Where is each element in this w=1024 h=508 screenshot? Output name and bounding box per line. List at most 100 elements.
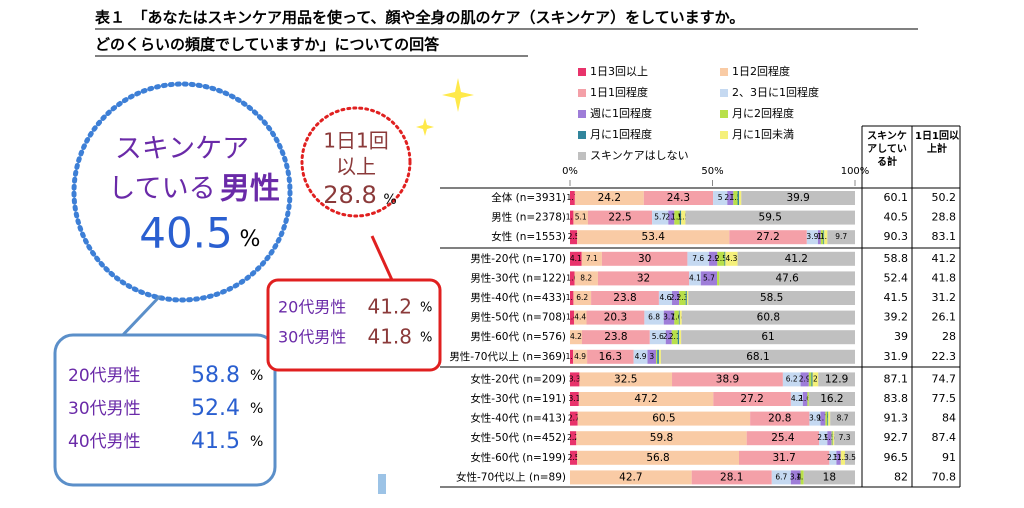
data-label: 3.1 <box>568 394 580 403</box>
data-label: 60.5 <box>652 413 675 425</box>
bar-segment <box>578 392 714 406</box>
bar-segment <box>845 450 855 465</box>
bar-segment <box>679 210 682 225</box>
table-cell: 91 <box>942 451 956 464</box>
data-label: 3.5 <box>844 453 856 462</box>
table-cell: 28.8 <box>932 211 957 224</box>
y-tick-label: 男性-20代 (n=170) <box>470 252 566 265</box>
connector <box>370 235 394 281</box>
data-label: 2.1 <box>665 213 677 222</box>
bar-segment <box>581 251 602 266</box>
bar-segment <box>806 230 818 245</box>
legend-label: 1日2回程度 <box>732 64 790 78</box>
data-label: 8.2 <box>580 273 592 282</box>
bar-segment <box>597 271 690 286</box>
data-label: 2.5 <box>827 453 839 462</box>
data-label: 23.8 <box>604 331 627 343</box>
bar-segment <box>570 411 578 426</box>
callout-value: 52.4 <box>191 396 240 421</box>
data-label: 1.6 <box>566 273 578 282</box>
bar-segment <box>674 310 679 325</box>
table-cell: 28 <box>942 330 956 343</box>
bar-segment <box>807 392 809 406</box>
table-cell: 92.7 <box>884 431 909 444</box>
data-label: 3.4 <box>790 472 802 481</box>
data-label: 4.2 <box>570 332 582 341</box>
data-label: 1.2 <box>566 293 578 302</box>
data-label: 2.1 <box>669 332 681 341</box>
legend-label: 週に1回程度 <box>590 106 652 120</box>
data-label: 5.7 <box>703 273 715 282</box>
data-label: 30 <box>638 253 651 265</box>
bar-segment <box>570 450 578 465</box>
data-label: 2.5 <box>715 254 727 263</box>
table-cell: 91.3 <box>884 412 909 425</box>
marker <box>378 474 386 494</box>
legend-label: 1日3回以上 <box>590 65 648 78</box>
data-label: 2.9 <box>799 374 811 383</box>
bar-segment <box>591 291 659 305</box>
callout-label: 30代男性 <box>278 328 346 347</box>
callout-value: 41.8 <box>367 325 412 349</box>
y-tick-label: 女性-70代以上 (n=89) <box>456 470 566 483</box>
bar-segment <box>581 330 650 345</box>
bar-segment <box>677 330 680 345</box>
data-label: 24.2 <box>598 192 621 204</box>
data-label: 39.9 <box>786 192 809 204</box>
data-label: 4.2 <box>791 394 803 403</box>
bar-segment <box>746 431 820 446</box>
bar-segment <box>652 210 669 225</box>
data-label: 1.1 <box>820 232 832 241</box>
data-label: 1.1 <box>566 352 578 361</box>
bar-segment <box>689 271 701 286</box>
bar-segment <box>570 230 578 245</box>
data-label: 7.1 <box>586 254 598 263</box>
bar-segment <box>570 372 580 387</box>
data-label: 3.9 <box>806 232 818 241</box>
bar-segment <box>737 251 855 266</box>
bar-segment <box>678 310 680 325</box>
table-cell: 26.1 <box>932 311 957 324</box>
title-line: どのくらいの頻度でしていますか」についての回答 <box>95 36 440 54</box>
data-label: 2 <box>813 374 818 383</box>
legend-swatch <box>578 131 586 139</box>
bar-segment <box>644 310 664 325</box>
callout-unit: % <box>250 368 263 384</box>
data-label: 3.9 <box>809 414 821 423</box>
table-cell: 70.8 <box>932 470 957 483</box>
data-label: 59.8 <box>650 432 673 444</box>
data-label: 2.3 <box>676 293 688 302</box>
bar-segment <box>827 411 829 426</box>
bar-segment <box>719 271 855 286</box>
data-label: 58.5 <box>760 292 783 304</box>
bar-segment <box>727 191 734 205</box>
daily-circle <box>300 106 412 218</box>
bar-segment <box>687 251 710 266</box>
data-label: 18 <box>823 471 836 483</box>
callout-text: 男性 <box>220 172 280 207</box>
y-tick-label: 女性 (n=1553) <box>491 230 566 243</box>
data-label: 61 <box>761 331 774 343</box>
data-label: 56.8 <box>646 452 669 464</box>
bar-segment <box>576 431 747 446</box>
bar-segment <box>819 431 828 446</box>
data-label: 3.3 <box>569 374 581 383</box>
bar-segment <box>717 251 725 266</box>
data-label: 5 <box>718 193 723 202</box>
table-cell: 41.2 <box>932 252 957 265</box>
data-label: 2.9 <box>707 254 719 263</box>
data-label: 3 <box>649 352 654 361</box>
bar-segment <box>817 230 821 245</box>
bar-segment <box>570 470 692 485</box>
data-label: 68.1 <box>746 351 769 363</box>
y-tick-label: 女性-60代 (n=199) <box>470 451 566 464</box>
bar-segment <box>570 291 574 305</box>
data-label: 23.8 <box>613 292 636 304</box>
data-label: 27.2 <box>756 231 779 243</box>
sparkle <box>442 78 474 112</box>
callout-unit: % <box>420 331 432 346</box>
data-label: 47.6 <box>775 272 799 284</box>
legend-label: 2、3日に1回程度 <box>732 85 819 99</box>
data-label: 32.5 <box>614 373 637 385</box>
bar-segment <box>570 431 577 446</box>
